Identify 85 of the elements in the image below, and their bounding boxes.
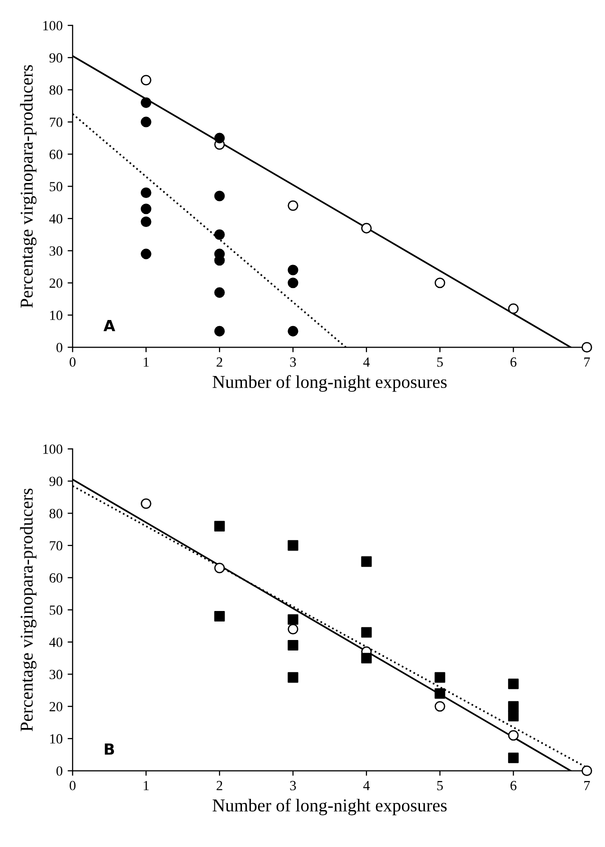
point (434, 278, 446, 288)
point (288, 614, 298, 625)
x-tick-label: 3 (290, 357, 296, 367)
y-tick-label: 100 (43, 444, 62, 454)
point (508, 678, 519, 690)
point (288, 200, 298, 211)
point (214, 229, 225, 240)
x-tick-label: 0 (70, 357, 76, 367)
y-tick-label: 70 (50, 118, 62, 127)
y-tick-label: 50 (50, 605, 62, 615)
y-tick-label: 80 (50, 85, 62, 95)
point (140, 116, 152, 128)
y-axis-title: Percentage virginopara-producers (20, 65, 36, 308)
point (214, 287, 225, 298)
point (288, 278, 298, 288)
x-axis-title: Number of long-night exposures (212, 798, 447, 816)
point (508, 303, 519, 314)
x-tick-label: 0 (70, 780, 76, 790)
y-tick-label: 30 (50, 246, 62, 256)
point (288, 540, 298, 551)
x-tick-label: 5 (437, 781, 443, 790)
y-tick-label: 80 (50, 508, 62, 518)
point (361, 627, 372, 638)
annotation: A (104, 320, 116, 332)
point (288, 326, 298, 336)
y-tick-label: 60 (50, 150, 62, 160)
y-tick-label: 10 (50, 734, 62, 744)
point (434, 701, 446, 712)
x-axis-title: Number of long-night exposures (212, 375, 447, 392)
y-axis-title: Percentage virginopara-producers (20, 488, 36, 732)
y-tick-label: 100 (43, 20, 62, 30)
point (361, 556, 372, 567)
x-tick-label: 7 (584, 781, 590, 790)
x-tick-label: 5 (437, 358, 443, 367)
point (434, 672, 446, 683)
x-tick-label: 6 (510, 357, 516, 367)
y-tick-label: 10 (50, 310, 62, 320)
point (508, 730, 519, 741)
y-tick-label: 70 (50, 541, 62, 550)
point (140, 248, 152, 260)
point (288, 640, 298, 651)
point (214, 562, 225, 574)
y-tick-label: 90 (49, 476, 62, 486)
point (140, 97, 152, 108)
y-tick-label: 0 (56, 342, 62, 352)
point (361, 652, 372, 664)
y-tick-label: 0 (56, 766, 62, 776)
x-tick-label: 4 (363, 780, 370, 790)
point (214, 610, 225, 622)
point (508, 752, 519, 764)
x-tick-label: 1 (144, 357, 149, 367)
point (508, 701, 519, 712)
point (140, 204, 152, 214)
y-tick-label: 50 (50, 182, 62, 192)
y-tick-label: 20 (50, 702, 62, 712)
point (214, 132, 225, 144)
x-tick-label: 1 (144, 780, 149, 790)
y-tick-label: 40 (49, 638, 62, 647)
point (434, 688, 446, 699)
x-tick-label: 2 (216, 357, 222, 367)
point (214, 520, 225, 532)
y-tick-label: 90 (49, 53, 62, 63)
point (582, 342, 592, 353)
y-tick-label: 30 (50, 670, 62, 680)
annotation: B (104, 744, 114, 755)
point (288, 672, 298, 683)
point (214, 190, 225, 202)
x-tick-label: 3 (290, 780, 296, 790)
x-tick-label: 6 (510, 780, 516, 790)
x-tick-label: 4 (363, 357, 370, 367)
point (140, 216, 152, 228)
x-tick-label: 2 (216, 780, 222, 790)
point (140, 187, 152, 198)
point (140, 74, 152, 86)
point (361, 222, 372, 234)
y-tick-label: 40 (49, 214, 62, 224)
point (214, 326, 225, 336)
point (582, 765, 592, 776)
point (508, 710, 519, 722)
y-tick-label: 20 (50, 278, 62, 288)
x-tick-label: 7 (584, 358, 590, 367)
point (140, 498, 152, 509)
point (288, 624, 298, 634)
point (288, 264, 298, 276)
y-tick-label: 60 (50, 573, 62, 583)
